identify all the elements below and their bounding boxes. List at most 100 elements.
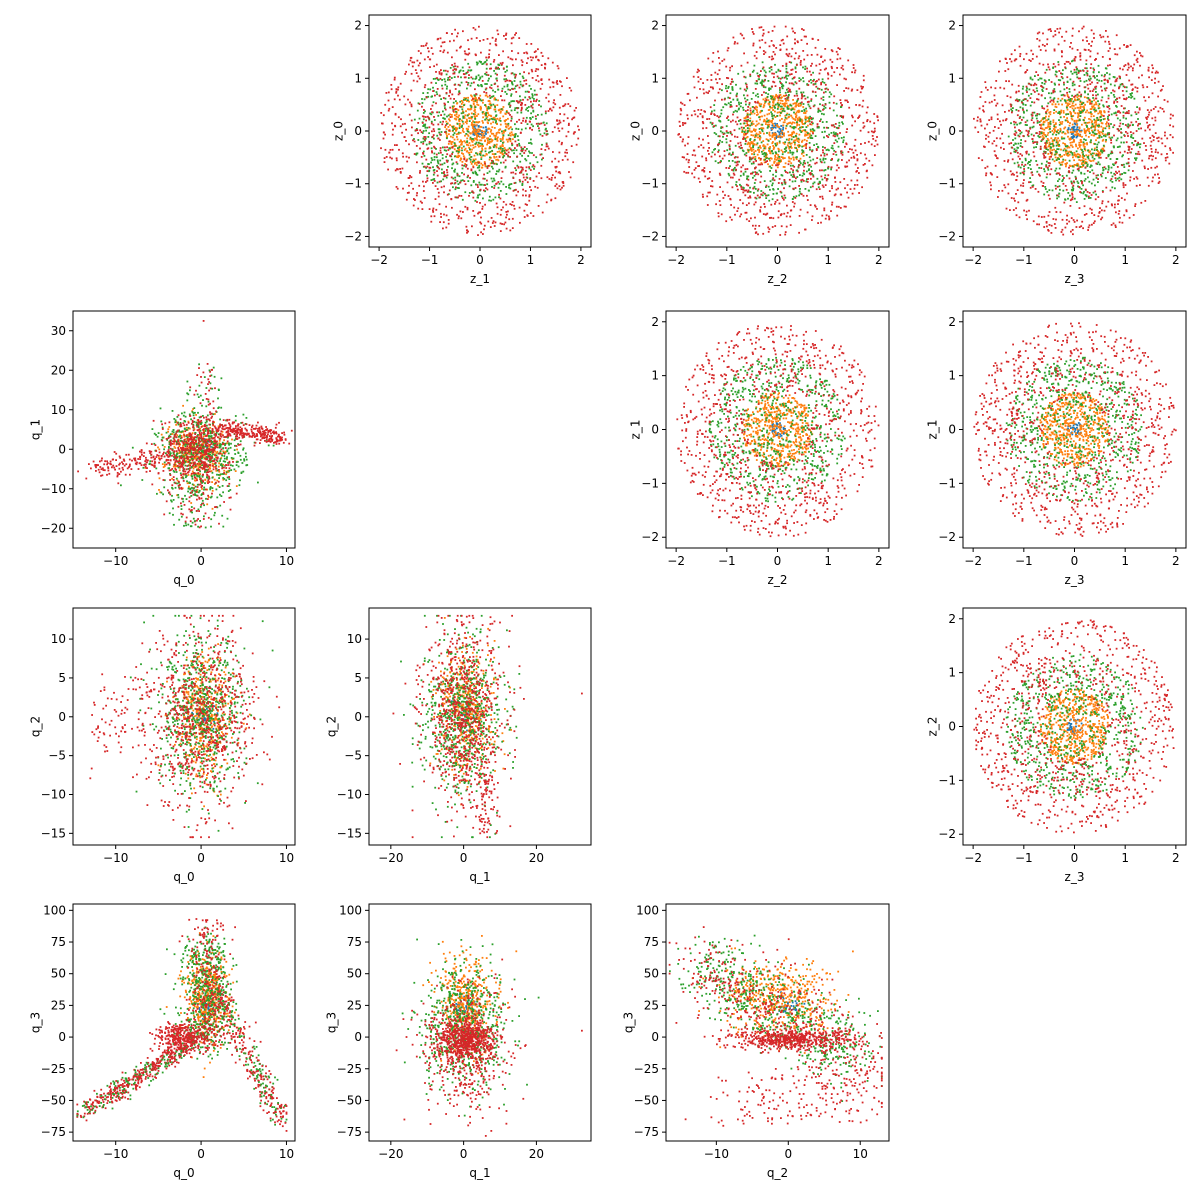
data-point [830,65,833,68]
data-point [792,126,794,129]
data-point [525,116,528,119]
data-point [783,157,786,159]
data-point [544,149,547,151]
data-point [801,152,803,155]
data-point [710,74,713,76]
data-point [384,133,386,136]
data-point [821,178,824,181]
data-point [841,64,844,67]
data-point [507,154,509,157]
data-point [725,125,728,128]
data-point [444,103,446,106]
data-point [1130,134,1133,136]
data-point [717,116,720,119]
data-point [698,165,700,167]
data-point [1046,142,1049,144]
data-point [1089,100,1092,102]
data-point [722,190,724,193]
data-point [425,44,427,47]
data-point [702,138,704,141]
data-point [726,135,728,137]
data-point [679,136,682,138]
data-point [763,203,766,205]
data-point [702,82,704,84]
data-point [453,98,455,100]
data-point [808,70,811,73]
data-point [445,214,448,217]
data-point [460,100,463,102]
data-point [809,172,812,174]
data-point [796,40,799,43]
data-point [437,162,440,165]
data-point [715,78,717,81]
data-point [529,117,532,120]
data-point [782,156,784,159]
data-point [856,154,858,156]
data-point [536,161,539,164]
data-point [511,58,514,61]
data-point [490,199,492,202]
data-point [432,128,435,130]
data-point [821,104,824,107]
data-point [786,204,788,207]
data-point [1070,136,1073,139]
data-point [438,203,441,206]
data-point [747,106,750,108]
data-point [554,166,557,168]
data-point [458,114,460,117]
data-point [485,117,488,120]
data-point [1065,102,1067,104]
data-point [698,69,700,72]
data-point [1073,164,1076,166]
data-point [412,187,414,190]
data-point [775,137,777,140]
data-point [780,159,782,162]
data-point [1063,154,1066,156]
data-point [489,146,491,148]
data-point [524,169,527,172]
data-point [773,104,776,107]
data-point [806,181,809,183]
data-point [761,163,763,166]
data-point [825,67,827,70]
data-point [489,150,492,153]
data-point [457,116,460,119]
data-point [464,163,466,165]
data-point [768,56,771,58]
data-point [821,112,823,115]
data-point [1067,121,1069,123]
data-point [694,113,697,116]
data-point [810,100,813,102]
data-point [491,139,494,141]
data-point [493,187,496,189]
data-point [752,171,754,174]
data-point [847,59,850,62]
data-point [422,153,425,155]
data-point [777,96,780,99]
data-point [819,195,821,198]
data-point [710,155,713,158]
data-point [721,83,723,86]
data-point [1053,124,1056,126]
data-point [490,129,493,131]
data-point [827,72,829,75]
data-point [520,122,523,124]
data-point [750,217,752,220]
data-point [432,86,434,89]
data-point [788,160,791,163]
data-point [433,152,436,155]
data-point [463,116,466,118]
data-point [744,110,747,112]
data-point [408,143,410,146]
data-point [810,130,812,133]
data-point [787,160,790,163]
data-point [530,189,532,192]
data-point [544,110,547,113]
data-point [578,128,580,131]
data-point [756,171,758,174]
data-point [481,75,484,78]
data-point [771,96,773,98]
data-point [1075,121,1078,124]
data-point [807,132,809,134]
data-point [458,118,461,120]
